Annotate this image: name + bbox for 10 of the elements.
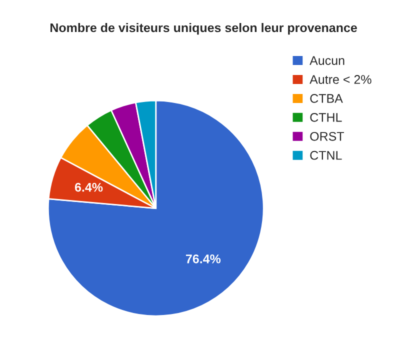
data-label: 76.4% xyxy=(186,254,221,264)
legend-label: CTHL xyxy=(310,113,342,122)
pie-slice xyxy=(47,100,264,317)
data-label: 6.4% xyxy=(74,182,103,192)
legend-label: CTNL xyxy=(310,150,342,160)
legend-label: ORST xyxy=(310,132,344,141)
legend-label: Aucun xyxy=(310,56,344,65)
chart-title: Nombre de visiteurs uniques selon leur provenance xyxy=(50,22,357,35)
legend-label: CTBA xyxy=(310,94,343,103)
legend-label: Autre < 2% xyxy=(310,75,372,84)
